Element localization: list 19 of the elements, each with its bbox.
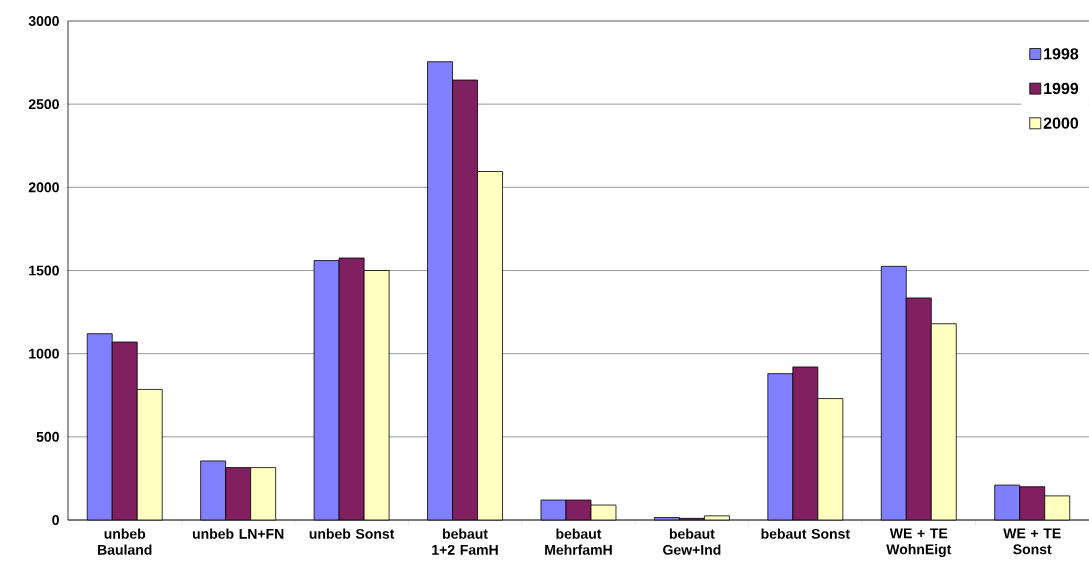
x-tick-label: bebaut 1+2 FamH bbox=[432, 528, 498, 555]
x-tick-label: unbeb LN+FN bbox=[192, 528, 284, 539]
legend-label: 1999 bbox=[1044, 82, 1079, 95]
y-tick-label: 0 bbox=[52, 515, 59, 525]
y-tick-label: 1000 bbox=[29, 348, 59, 359]
x-tick-label: bebaut Gew+Ind bbox=[663, 528, 721, 555]
y-tick-label: 3000 bbox=[28, 16, 59, 26]
x-tick-label: unbeb Sonst bbox=[309, 528, 395, 539]
legend-label: 2000 bbox=[1043, 117, 1079, 129]
x-tick-label: bebaut MehrfamH bbox=[545, 528, 612, 555]
x-tick-label: unbeb Bauland bbox=[98, 528, 152, 555]
y-tick-label: 1500 bbox=[29, 265, 59, 276]
x-tick-label: bebaut Sonst bbox=[761, 528, 850, 539]
x-tick-label: WE + TE WohnEigt bbox=[886, 528, 952, 558]
legend-label: 1998 bbox=[1044, 48, 1079, 60]
y-tick-label: 2000 bbox=[28, 182, 59, 193]
y-tick-label: 2500 bbox=[28, 99, 59, 110]
y-tick-label: 500 bbox=[36, 431, 59, 442]
x-tick-label: WE + TE Sonst bbox=[1003, 528, 1061, 555]
